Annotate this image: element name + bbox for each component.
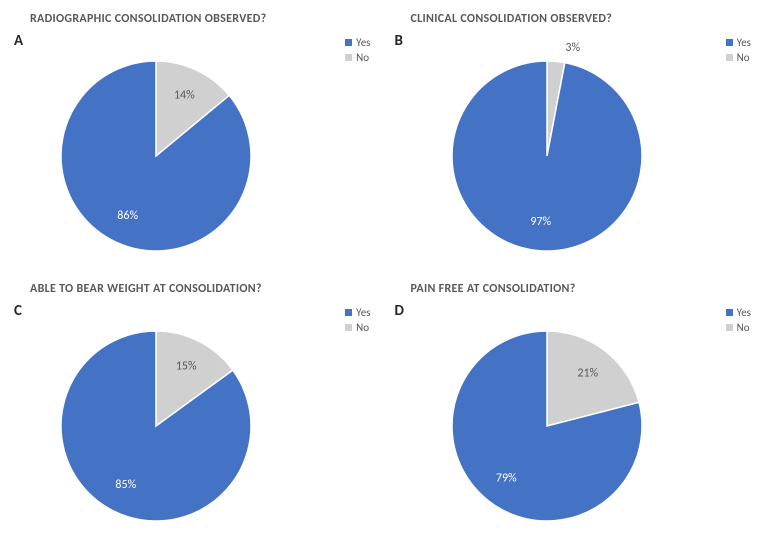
legend-label-no: No	[356, 321, 369, 334]
legend-item-no: No	[345, 51, 370, 64]
panel-d-title: PAIN FREE AT CONSOLIDATION?	[387, 280, 764, 296]
legend-swatch-no	[345, 54, 352, 61]
panel-c-chart-area: 15% 85% Yes No	[6, 296, 383, 542]
legend-label-no: No	[737, 51, 750, 64]
pie-slice-label-yes: 97%	[530, 215, 551, 229]
legend-label-yes: Yes	[737, 306, 751, 319]
legend-label-no: No	[737, 321, 750, 334]
panel-d: PAIN FREE AT CONSOLIDATION? D 21%79% Yes…	[387, 280, 764, 546]
panel-d-chart-area: 21% 79% Yes No	[387, 296, 764, 542]
pie-slice-label-no: 15%	[176, 360, 197, 374]
panel-b-chart-area: 3% 97% Yes No	[387, 26, 764, 272]
panel-c-pie: 15% 85%	[6, 296, 386, 556]
legend-swatch-yes	[726, 309, 733, 316]
legend-swatch-yes	[345, 309, 352, 316]
pie-slice-label-no: 21%	[577, 366, 598, 380]
panel-d-legend: Yes No	[726, 306, 751, 336]
legend-item-no: No	[726, 51, 751, 64]
panel-c-legend: Yes No	[345, 306, 370, 336]
legend-item-yes: Yes	[726, 306, 751, 319]
legend-label-yes: Yes	[356, 36, 370, 49]
legend-item-no: No	[345, 321, 370, 334]
panel-a: RADIOGRAPHIC CONSOLIDATION OBSERVED? A 1…	[6, 10, 383, 276]
legend-item-no: No	[726, 321, 751, 334]
legend-label-no: No	[356, 51, 369, 64]
pie-slice-label-no: 3%	[565, 41, 580, 55]
legend-swatch-yes	[726, 39, 733, 46]
chart-grid: RADIOGRAPHIC CONSOLIDATION OBSERVED? A 1…	[0, 0, 769, 556]
panel-a-title: RADIOGRAPHIC CONSOLIDATION OBSERVED?	[6, 10, 383, 26]
legend-item-yes: Yes	[345, 36, 370, 49]
panel-a-pie: 14% 86%	[6, 26, 386, 286]
panel-d-pie: 21% 79%	[387, 296, 767, 556]
legend-label-yes: Yes	[356, 306, 370, 319]
panel-b: CLINICAL CONSOLIDATION OBSERVED? B 3%97%…	[387, 10, 764, 276]
panel-a-chart-area: 14% 86% Yes No	[6, 26, 383, 272]
legend-swatch-no	[345, 324, 352, 331]
legend-swatch-yes	[345, 39, 352, 46]
pie-slice-label-yes: 86%	[117, 209, 138, 223]
legend-swatch-no	[726, 324, 733, 331]
pie-slice-label-no: 14%	[174, 89, 195, 103]
panel-b-title: CLINICAL CONSOLIDATION OBSERVED?	[387, 10, 764, 26]
legend-label-yes: Yes	[737, 36, 751, 49]
panel-c-title: ABLE TO BEAR WEIGHT AT CONSOLIDATION?	[6, 280, 383, 296]
legend-swatch-no	[726, 54, 733, 61]
pie-slice-label-yes: 79%	[495, 471, 516, 485]
panel-b-pie: 3% 97%	[387, 26, 767, 286]
legend-item-yes: Yes	[345, 306, 370, 319]
panel-b-legend: Yes No	[726, 36, 751, 66]
panel-c: ABLE TO BEAR WEIGHT AT CONSOLIDATION? C …	[6, 280, 383, 546]
panel-a-legend: Yes No	[345, 36, 370, 66]
pie-slice-label-yes: 85%	[115, 478, 136, 492]
legend-item-yes: Yes	[726, 36, 751, 49]
